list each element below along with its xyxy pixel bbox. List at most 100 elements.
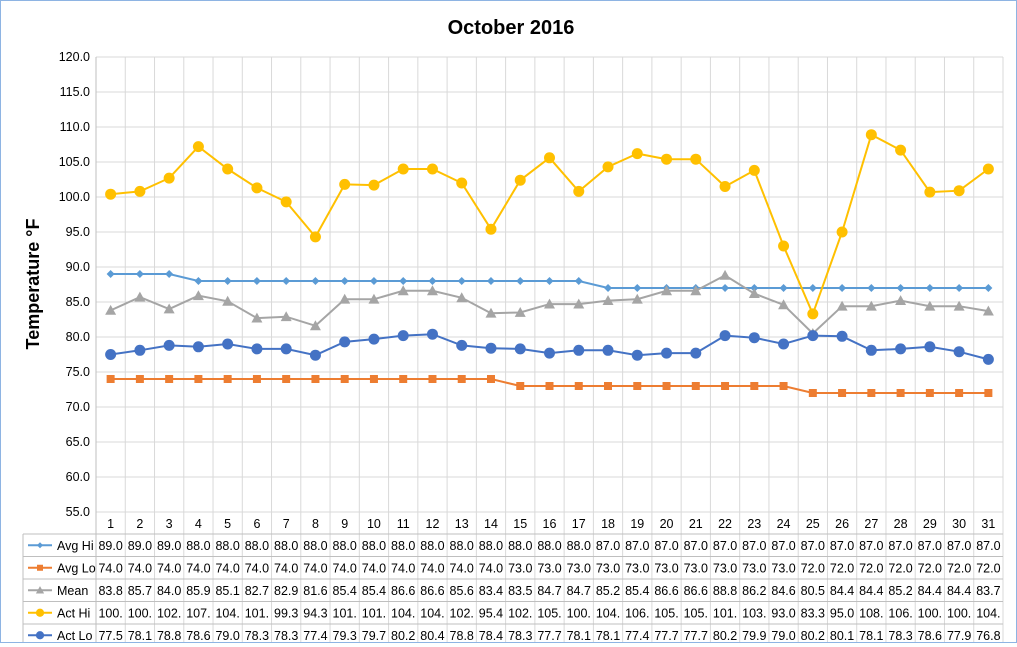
data-table-cell: 78.6 (918, 629, 942, 642)
data-table-cell: 85.4 (333, 584, 357, 598)
data-table-cell: 83.8 (98, 584, 122, 598)
data-point-marker (368, 293, 380, 304)
data-table-cell: 101. (333, 606, 357, 620)
data-table-cell: 73.0 (684, 561, 708, 575)
data-table-cell: 106. (888, 606, 912, 620)
data-point-marker (282, 375, 291, 383)
data-point-marker (779, 284, 788, 292)
data-table-cell: 87.0 (830, 539, 854, 553)
data-point-marker (924, 186, 936, 198)
data-table-cell: 78.3 (245, 629, 269, 642)
data-point-marker (428, 375, 437, 383)
data-point-marker (252, 375, 261, 383)
x-tick-label: 17 (572, 517, 586, 531)
data-table-cell: 85.7 (128, 584, 152, 598)
y-axis-label: Temperature °F (23, 219, 43, 350)
data-point-marker (222, 338, 234, 350)
data-point-marker (106, 375, 115, 383)
data-point-marker (339, 336, 351, 348)
data-table-cell: 73.0 (625, 561, 649, 575)
data-table-cell: 100. (567, 606, 591, 620)
y-tick-label: 85.0 (66, 295, 90, 309)
data-table-cell: 84.4 (830, 584, 854, 598)
data-table-cell: 78.3 (888, 629, 912, 642)
data-point-marker (633, 284, 642, 292)
data-table-cell: 74.0 (274, 561, 298, 575)
x-tick-label: 29 (923, 517, 937, 531)
data-table-cell: 74.0 (98, 561, 122, 575)
data-point-marker (457, 375, 466, 383)
data-point-marker (631, 293, 643, 304)
data-table-cell: 83.5 (508, 584, 532, 598)
data-point-marker (573, 185, 585, 197)
data-point-marker (194, 277, 203, 285)
data-table-cell: 73.0 (771, 561, 795, 575)
data-point-marker (35, 631, 45, 640)
data-point-marker (456, 177, 468, 189)
data-table-cell: 86.6 (391, 584, 415, 598)
data-table-cell: 99.3 (274, 606, 298, 620)
data-table-cell: 85.2 (888, 584, 912, 598)
data-point-marker (778, 338, 790, 350)
data-point-marker (282, 277, 291, 285)
data-point-marker (280, 196, 292, 208)
data-table-cell: 78.1 (859, 629, 883, 642)
data-table-cell: 87.0 (947, 539, 971, 553)
data-table-cell: 72.0 (888, 561, 912, 575)
data-point-marker (222, 163, 234, 175)
data-point-marker (982, 353, 994, 365)
data-table-cell: 84.6 (771, 584, 795, 598)
data-point-marker (896, 284, 905, 292)
data-table-cell: 102. (450, 606, 474, 620)
data-point-marker (836, 226, 848, 238)
data-table-cell: 87.0 (742, 539, 766, 553)
x-tick-label: 23 (747, 517, 761, 531)
data-point-marker (192, 341, 204, 353)
data-table-cell: 78.4 (479, 629, 503, 642)
data-table-cell: 82.7 (245, 584, 269, 598)
data-table-cell: 78.1 (596, 629, 620, 642)
data-point-marker (836, 330, 848, 342)
data-table-cell: 72.0 (830, 561, 854, 575)
data-point-marker (838, 284, 847, 292)
data-table-cell: 87.0 (859, 539, 883, 553)
series-avg-hi (106, 270, 993, 292)
data-table-cell: 100. (918, 606, 942, 620)
data-table-cell: 104. (596, 606, 620, 620)
data-table-cell: 88.0 (245, 539, 269, 553)
legend-label: Avg Lo (57, 561, 96, 575)
data-point-marker (309, 349, 321, 361)
data-point-marker (573, 344, 585, 356)
data-table-cell: 87.0 (976, 539, 1000, 553)
data-point-marker (37, 564, 43, 571)
data-table-cell: 81.6 (303, 584, 327, 598)
data-table-cell: 106. (625, 606, 649, 620)
data-table-cell: 87.0 (625, 539, 649, 553)
data-point-marker (106, 270, 115, 278)
data-point-marker (955, 389, 964, 397)
x-tick-label: 11 (397, 517, 410, 531)
data-table-cell: 86.6 (684, 584, 708, 598)
data-point-marker (399, 277, 408, 285)
data-table-cell: 88.0 (303, 539, 327, 553)
data-table-cell: 102. (157, 606, 181, 620)
data-point-marker (514, 174, 526, 186)
data-point-marker (896, 389, 905, 397)
data-point-marker (778, 299, 790, 310)
data-table-cell: 108. (859, 606, 883, 620)
data-table-cell: 88.0 (391, 539, 415, 553)
data-table-cell: 105. (537, 606, 561, 620)
data-point-marker (865, 129, 877, 141)
chart-title: October 2016 (448, 17, 575, 39)
data-point-marker (953, 346, 965, 358)
x-tick-label: 19 (630, 517, 644, 531)
data-point-marker (339, 293, 351, 304)
data-point-marker (369, 375, 378, 383)
data-table-cell: 85.4 (362, 584, 386, 598)
data-table-cell: 84.4 (947, 584, 971, 598)
x-tick-label: 1 (107, 517, 114, 531)
data-point-marker (163, 172, 175, 184)
data-point-marker (895, 343, 907, 355)
data-point-marker (808, 284, 817, 292)
